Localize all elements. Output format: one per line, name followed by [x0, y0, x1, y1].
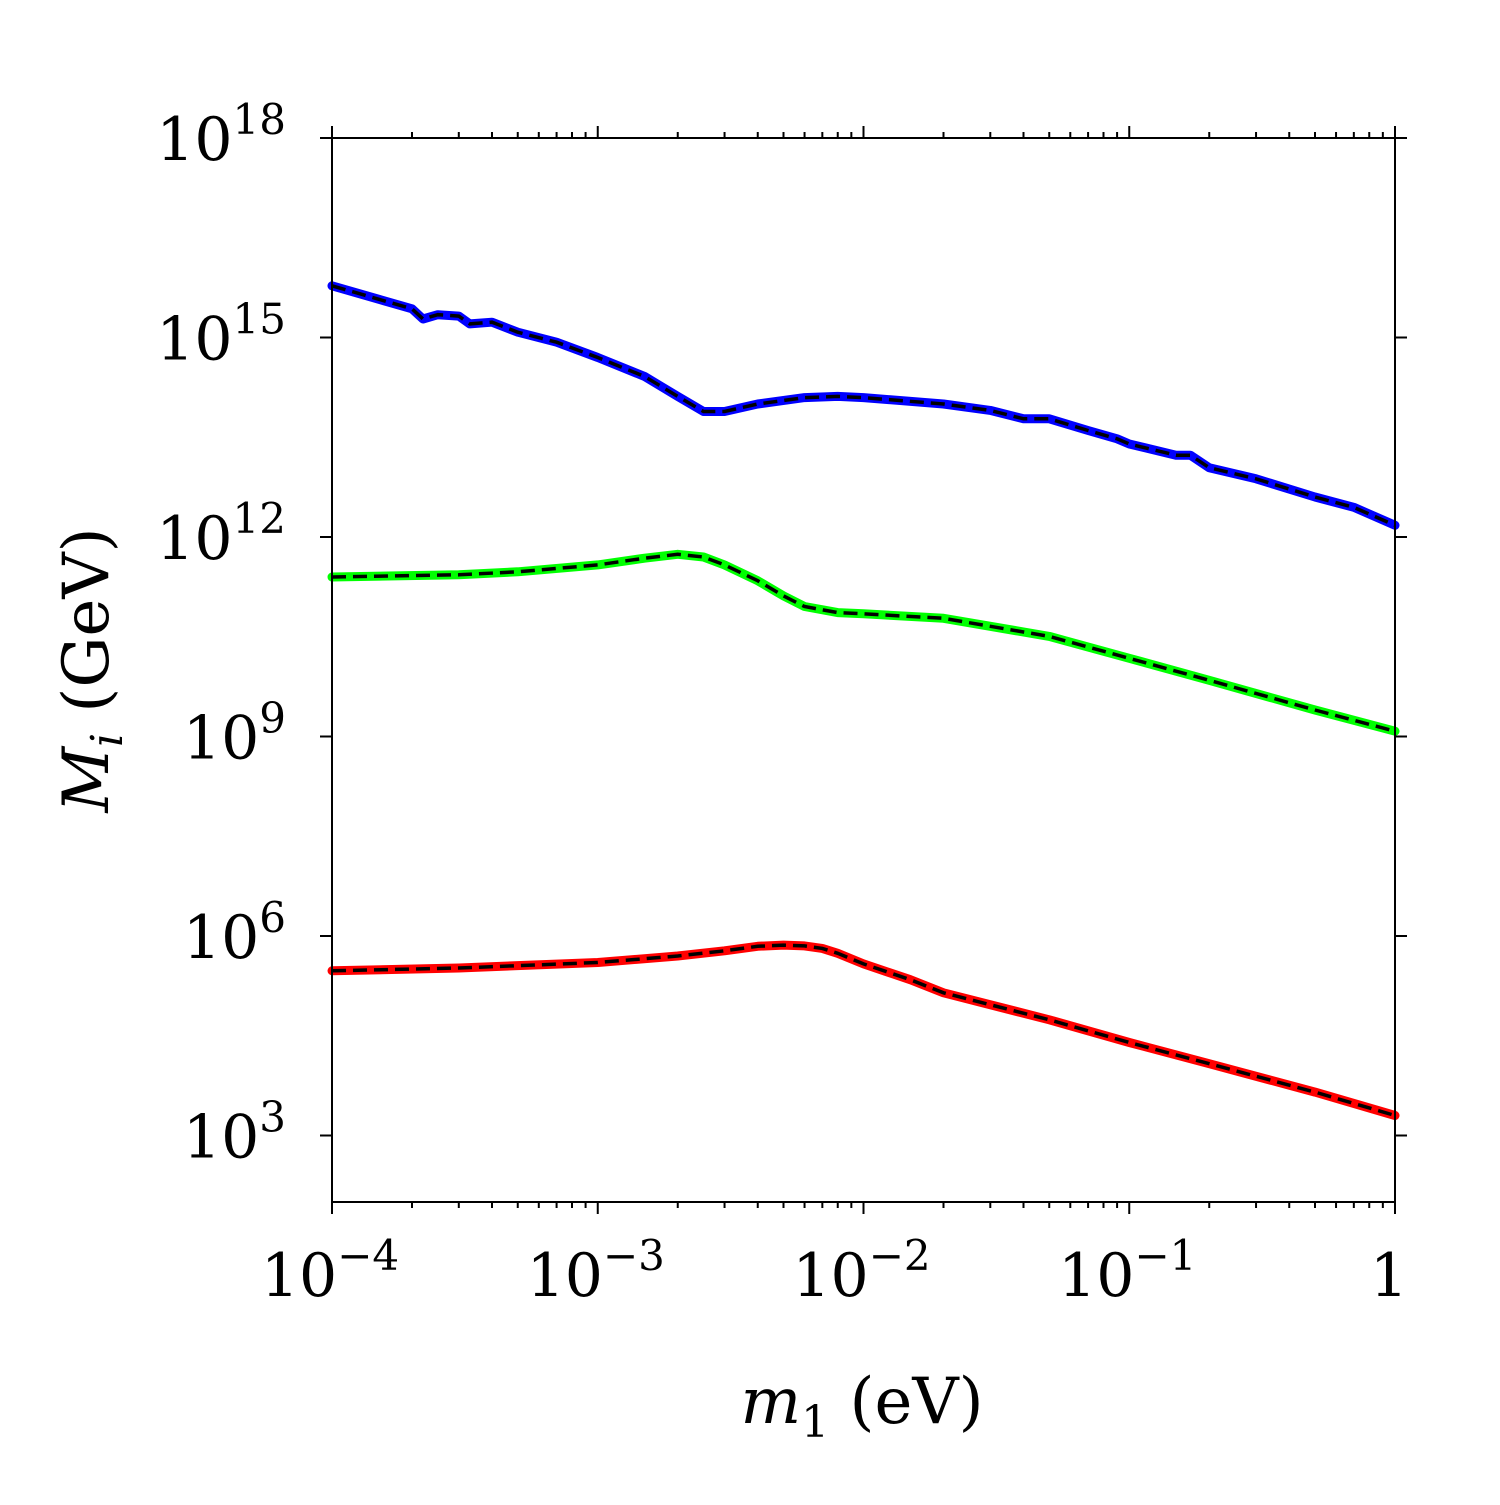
y-tick-label-base: 10 [183, 903, 259, 973]
y-tick-label-base: 10 [156, 504, 232, 574]
x-axis-sub: 1 [801, 1397, 829, 1448]
plot-frame [331, 137, 1396, 1203]
y-tick-label: 109 [183, 694, 286, 774]
x-tick-label-base: 10 [792, 1241, 868, 1311]
y-axis-var: M [50, 746, 124, 814]
x-tick-label: 1 [1370, 1241, 1408, 1311]
series-dashed-overlay-M2 [331, 552, 1396, 733]
y-tick-label-exp: 18 [233, 95, 286, 144]
y-tick-label-base: 10 [156, 305, 232, 375]
y-tick-label-exp: 12 [233, 494, 286, 543]
series-dashed-overlay-M3 [331, 284, 1396, 527]
y-tick-label: 103 [183, 1093, 286, 1173]
tick-layer [320, 126, 1407, 1214]
y-axis-sub: i [82, 733, 133, 747]
x-tick-label-base: 1 [1370, 1241, 1408, 1311]
y-tick-label-exp: 6 [259, 893, 286, 942]
y-tick-label: 1018 [156, 95, 286, 175]
x-tick-label-exp: −4 [337, 1231, 399, 1280]
x-tick-label-base: 10 [261, 1241, 337, 1311]
series-dashed-overlay-M1 [331, 943, 1396, 1118]
x-tick-label-base: 10 [527, 1241, 603, 1311]
y-tick-label: 1012 [156, 494, 286, 574]
x-tick-label: 10−1 [1058, 1231, 1196, 1311]
series-line-M1 [327, 940, 1400, 1120]
x-tick-label: 10−4 [261, 1231, 399, 1311]
x-tick-label-exp: −3 [603, 1231, 665, 1280]
y-tick-label: 106 [183, 893, 286, 973]
y-tick-label-exp: 15 [233, 295, 286, 344]
series-layer [327, 281, 1400, 1120]
series-line-M2 [327, 549, 1400, 736]
y-tick-label: 1015 [156, 295, 286, 375]
x-tick-label: 10−2 [792, 1231, 930, 1311]
x-tick-label: 10−3 [527, 1231, 665, 1311]
x-tick-label-base: 10 [1058, 1241, 1134, 1311]
y-tick-label-exp: 3 [259, 1093, 286, 1142]
x-axis-unit: (eV) [829, 1365, 983, 1439]
y-tick-label-base: 10 [183, 1103, 259, 1173]
x-tick-label-exp: −2 [869, 1231, 931, 1280]
y-axis-unit: (GeV) [50, 527, 124, 733]
y-tick-label-base: 10 [156, 105, 232, 175]
x-tick-label-exp: −1 [1134, 1231, 1196, 1280]
y-tick-label-exp: 9 [259, 694, 286, 743]
x-axis-var: m [740, 1365, 801, 1439]
x-axis-title: m1 (eV) [740, 1365, 983, 1448]
y-axis-title: Mi (GeV) [50, 527, 133, 813]
y-tick-label-base: 10 [183, 704, 259, 774]
